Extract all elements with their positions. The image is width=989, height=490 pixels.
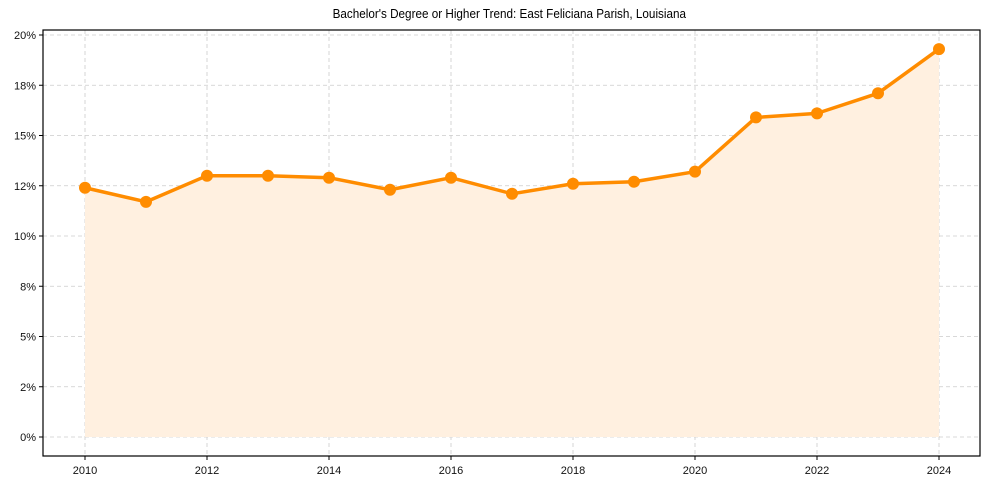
data-point [750,111,762,124]
plot-frame [42,29,981,457]
data-point [506,187,518,200]
data-point [689,165,701,178]
data-point [567,177,579,190]
x-tick-label: 2016 [439,465,463,477]
x-tick-label: 2024 [927,465,951,477]
area-fill [85,49,939,437]
y-tick-label: 10% [14,231,36,243]
data-point [79,181,91,194]
y-tick-label: 15% [14,131,36,143]
y-tick-label: 20% [14,30,36,42]
data-point [384,183,396,196]
x-tick-label: 2018 [561,465,585,477]
y-tick-label: 0% [20,432,36,444]
x-tick-label: 2012 [195,465,219,477]
y-tick-label: 8% [20,281,36,293]
y-tick-label: 2% [20,382,36,394]
x-tick-label: 2010 [73,465,97,477]
data-point [323,171,335,184]
y-axis: 0% 2% 5% 8% 10% 12% 15% 18% 20% [14,30,43,444]
data-point [811,107,823,120]
data-point [445,171,457,184]
chart-title: Bachelor's Degree or Higher Trend: East … [332,6,687,21]
data-points [79,43,945,208]
y-tick-label: 18% [14,80,36,92]
data-point [201,169,213,182]
y-tick-label: 12% [14,181,36,193]
x-tick-label: 2014 [317,465,341,477]
x-tick-label: 2020 [683,465,707,477]
x-tick-label: 2022 [805,465,829,477]
x-axis: 2010 2012 2014 2016 2018 2020 2022 2024 [73,456,951,477]
data-point [262,169,274,182]
data-point [933,43,945,56]
data-point [628,175,640,188]
data-point [872,87,884,100]
data-point [140,195,152,208]
y-tick-label: 5% [20,332,36,344]
